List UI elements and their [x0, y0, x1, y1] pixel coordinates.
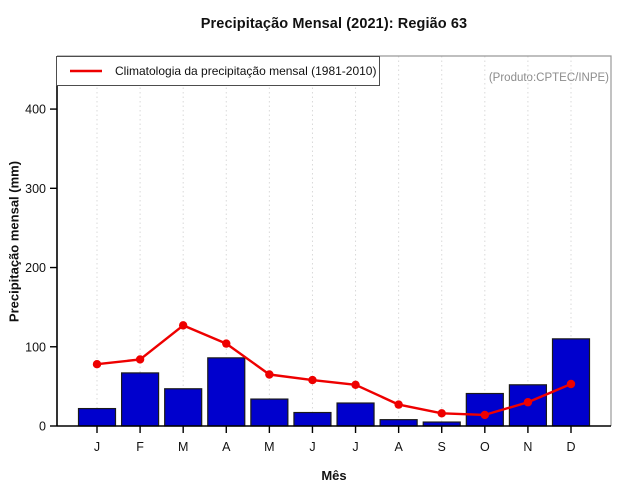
x-tick-label: M: [178, 440, 188, 454]
x-tick-label: J: [309, 440, 315, 454]
climatology-point: [351, 380, 360, 390]
climatology-point: [222, 339, 231, 348]
x-tick-label: A: [394, 440, 403, 454]
climatology-point: [480, 410, 490, 420]
x-tick-label: D: [566, 440, 575, 454]
y-tick-label: 400: [25, 103, 46, 117]
y-tick-label: 200: [25, 261, 46, 275]
y-tick-label: 300: [25, 182, 46, 196]
x-tick-label: A: [222, 440, 231, 454]
bar-A7: [379, 419, 418, 427]
climatology-point: [523, 398, 533, 407]
bar-M4: [250, 398, 289, 427]
climatology-point: [265, 370, 274, 379]
climatology-point: [437, 409, 446, 418]
y-tick-label: 100: [25, 340, 46, 354]
bar-M2: [164, 388, 203, 427]
x-tick-label: F: [136, 440, 144, 454]
source-annotation: (Produto:CPTEC/INPE): [488, 72, 609, 84]
climatology-point: [135, 355, 145, 364]
x-tick-label: N: [523, 440, 532, 454]
x-tick-label: J: [94, 440, 100, 454]
legend-line-icon: [70, 69, 102, 73]
climatology-line: [96, 324, 572, 417]
x-tick-label: M: [264, 440, 274, 454]
bar-A3: [207, 357, 246, 427]
climatology-point: [394, 400, 403, 409]
y-tick-label: 0: [39, 420, 46, 434]
x-tick-label: S: [438, 440, 446, 454]
bar-O9: [465, 392, 504, 427]
legend: Climatologia da precipitação mensal (198…: [56, 56, 380, 86]
legend-label: Climatologia da precipitação mensal (198…: [115, 64, 377, 78]
climatology-point: [178, 321, 188, 330]
bar-J6: [336, 402, 375, 427]
chart-title: Precipitação Mensal (2021): Região 63: [200, 16, 468, 32]
x-axis-title: Mês: [321, 468, 347, 483]
climatology-point: [308, 375, 317, 385]
bar-J5: [293, 411, 332, 427]
x-tick-label: J: [352, 440, 358, 454]
climatology-point: [92, 360, 102, 369]
x-tick-label: O: [480, 440, 490, 454]
bar-F1: [120, 372, 160, 427]
bar-J0: [77, 407, 117, 427]
climatology-point: [566, 379, 576, 389]
